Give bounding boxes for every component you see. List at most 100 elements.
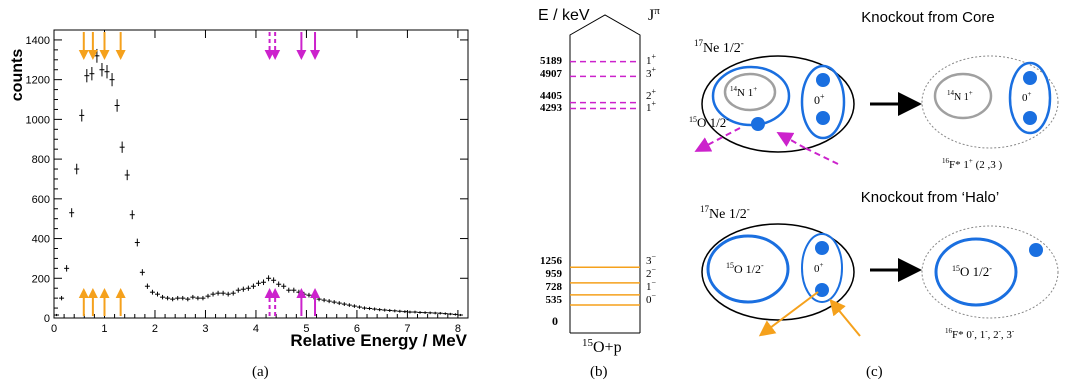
data-point bbox=[427, 311, 433, 315]
data-point bbox=[286, 287, 292, 293]
n14-result-label: 14N 1+ bbox=[947, 89, 973, 103]
data-point bbox=[84, 69, 90, 83]
data-point bbox=[306, 292, 312, 298]
f16-core-states: 16F* 1+ (2 ,3 ) bbox=[942, 157, 1002, 171]
y-tick-label: 0 bbox=[44, 313, 50, 325]
magenta-resonance-marker-dashed bbox=[264, 32, 275, 316]
n14-core-result bbox=[933, 72, 993, 120]
level-energy-label: 5189 bbox=[540, 55, 563, 67]
orange-resonance-marker bbox=[99, 32, 110, 316]
data-point bbox=[170, 296, 176, 302]
halo-knockout-title: Knockout from ‘Halo’ bbox=[861, 189, 999, 206]
level-energy-label: 1256 bbox=[540, 255, 563, 267]
o15-result-label: 15O 1/2- bbox=[952, 264, 992, 279]
level-energy-label: 4907 bbox=[540, 68, 563, 80]
data-point bbox=[255, 280, 261, 287]
orange-ejectile-1 bbox=[758, 291, 819, 337]
y-axis-label: counts bbox=[9, 49, 26, 102]
energy-level: 4907 3+ bbox=[540, 65, 657, 80]
x-axis-label: Relative Energy / MeV bbox=[290, 331, 467, 350]
data-point bbox=[185, 296, 191, 302]
energy-level: 728 1− bbox=[546, 278, 657, 296]
data-point bbox=[326, 299, 332, 304]
data-point bbox=[356, 305, 362, 309]
magenta-resonance-marker-dashed bbox=[270, 32, 281, 316]
energy-axis-title: E / keV bbox=[538, 7, 590, 24]
level-spin-label: 1− bbox=[646, 278, 657, 293]
data-point bbox=[412, 310, 418, 314]
pair-label-bottom: 0+ bbox=[814, 261, 824, 275]
data-point bbox=[281, 283, 287, 289]
y-tick-label: 1200 bbox=[26, 75, 50, 87]
level-spin-label: 1+ bbox=[646, 52, 657, 67]
y-tick-label: 400 bbox=[32, 234, 50, 246]
x-tick-label: 0 bbox=[51, 323, 57, 335]
data-point bbox=[447, 312, 453, 316]
f16-result-top bbox=[921, 55, 1059, 149]
data-point bbox=[74, 163, 80, 175]
data-point bbox=[407, 310, 413, 314]
data-point bbox=[129, 210, 135, 220]
x-tick-label: 1 bbox=[101, 323, 107, 335]
proton-in-core bbox=[751, 117, 765, 131]
magenta-ejectile-1 bbox=[694, 127, 741, 152]
data-point bbox=[372, 307, 378, 311]
f16-halo-states: 16F* 0-, 1-, 2-, 3- bbox=[945, 327, 1015, 341]
level-spin-label: 1+ bbox=[646, 99, 657, 114]
data-point bbox=[200, 295, 206, 301]
spectrum-chart: 0 1 2 3 4 5 6 7 8 0 200 400 600 800 1000 1200 1400 count… bbox=[9, 29, 469, 350]
data-point bbox=[291, 287, 297, 293]
core-knockout-title: Knockout from Core bbox=[861, 9, 994, 26]
magenta-ejectile-tail bbox=[804, 147, 839, 165]
data-point bbox=[54, 313, 60, 317]
level-energy-label: 959 bbox=[546, 268, 563, 280]
energy-level: 535 0− bbox=[546, 291, 657, 306]
pair-label-top: 0+ bbox=[814, 92, 825, 107]
energy-level: 959 2− bbox=[546, 265, 657, 284]
caption-b: (b) bbox=[590, 364, 608, 380]
y-tick-label: 1400 bbox=[26, 35, 50, 47]
spin-axis-title: Jπ bbox=[648, 5, 660, 24]
data-point bbox=[139, 269, 145, 276]
data-point bbox=[341, 302, 347, 306]
level-energy-label: 4405 bbox=[540, 90, 563, 102]
data-point bbox=[144, 283, 150, 289]
result-proton-2 bbox=[1023, 111, 1037, 125]
data-point bbox=[367, 306, 373, 311]
data-point bbox=[276, 281, 282, 287]
f16-result-bottom bbox=[921, 225, 1059, 319]
data-point bbox=[104, 65, 110, 79]
data-point bbox=[134, 238, 140, 247]
data-point bbox=[124, 169, 130, 181]
halo-pair-bottom bbox=[801, 233, 843, 303]
o15-label-top: 15O 1/2- bbox=[689, 115, 729, 130]
ne17-label-top: 17Ne 1/2- bbox=[694, 38, 744, 56]
n14-core bbox=[711, 65, 791, 127]
data-point bbox=[99, 63, 105, 77]
o15-label-bottom: 15O 1/2- bbox=[726, 261, 764, 276]
data-point bbox=[230, 290, 236, 296]
energy-level: 1256 3− bbox=[540, 252, 657, 269]
data-point bbox=[175, 295, 181, 301]
data-point bbox=[402, 310, 408, 314]
data-point bbox=[437, 311, 443, 315]
data-point bbox=[382, 308, 388, 312]
level-spin-label: 0− bbox=[646, 291, 657, 306]
data-point bbox=[220, 290, 226, 296]
o15-core bbox=[706, 234, 790, 304]
data-point bbox=[210, 291, 216, 297]
data-point bbox=[180, 295, 186, 301]
n14-core-inner bbox=[723, 72, 777, 112]
plot-frame bbox=[53, 29, 469, 319]
x-tick-label: 8 bbox=[455, 323, 461, 335]
orange-ejectile-2 bbox=[829, 298, 861, 337]
data-point bbox=[190, 294, 196, 300]
panel-b-level-scheme: E / keV Jπ 0 5189 1+ 4907 3+ 4405 2+ 4293 1+ 125… bbox=[500, 0, 680, 360]
halo-proton-2 bbox=[816, 111, 830, 125]
halo-pair-result bbox=[1008, 61, 1052, 135]
ne17-nucleus-bottom bbox=[701, 223, 855, 321]
data-point bbox=[165, 295, 171, 301]
data-point bbox=[392, 309, 398, 313]
data-point bbox=[69, 208, 75, 218]
pair-result-label: 0+ bbox=[1022, 90, 1032, 104]
